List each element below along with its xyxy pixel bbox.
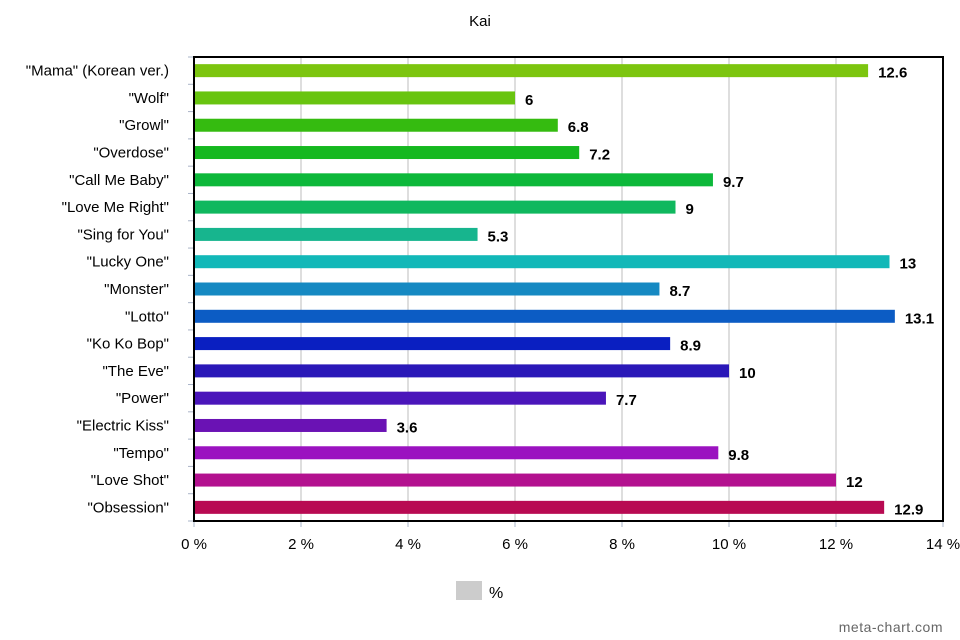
bar[interactable] bbox=[194, 118, 558, 132]
data-label: 12 bbox=[846, 474, 863, 491]
x-tick-label: 0 % bbox=[181, 536, 207, 553]
category-labels: "Mama" (Korean ver.) "Wolf" "Growl" "Overdo… bbox=[26, 56, 194, 522]
category-label: "Ko Ko Bop" bbox=[87, 336, 169, 353]
category-label: "Sing for You" bbox=[77, 226, 169, 243]
data-label: 7.7 bbox=[616, 392, 637, 409]
data-label: 8.7 bbox=[669, 283, 690, 300]
data-label: 13 bbox=[900, 256, 917, 273]
bar[interactable] bbox=[194, 146, 580, 160]
legend-label: % bbox=[489, 585, 503, 602]
category-label: "Obsession" bbox=[87, 499, 169, 516]
x-tick-label: 12 % bbox=[819, 536, 853, 553]
category-label: "Wolf" bbox=[129, 90, 169, 107]
x-tick-label: 2 % bbox=[288, 536, 314, 553]
category-label: "Lucky One" bbox=[87, 254, 169, 271]
x-tick-label: 6 % bbox=[502, 536, 528, 553]
data-label: 9.7 bbox=[723, 174, 744, 191]
category-label: "Tempo" bbox=[113, 445, 169, 462]
data-label: 6 bbox=[525, 92, 533, 109]
bar[interactable] bbox=[194, 200, 676, 214]
data-label: 8.9 bbox=[680, 338, 701, 355]
data-label: 10 bbox=[739, 365, 756, 382]
data-label: 7.2 bbox=[589, 147, 610, 164]
legend-swatch bbox=[456, 581, 482, 600]
x-tick-label: 10 % bbox=[712, 536, 746, 553]
category-label: "Love Shot" bbox=[91, 472, 169, 489]
bar[interactable] bbox=[194, 255, 890, 269]
category-label: "Overdose" bbox=[93, 145, 169, 162]
x-axis: 0 % 2 % 4 % 6 % 8 % 10 % 12 % 14 % bbox=[181, 521, 960, 553]
data-label: 13.1 bbox=[905, 310, 934, 327]
bar[interactable] bbox=[194, 91, 515, 105]
category-label: "Love Me Right" bbox=[62, 199, 169, 216]
x-tick-label: 8 % bbox=[609, 536, 635, 553]
bar[interactable] bbox=[194, 473, 836, 487]
category-label: "Lotto" bbox=[125, 308, 169, 325]
data-label: 9.8 bbox=[728, 447, 749, 464]
bar[interactable] bbox=[194, 500, 885, 514]
category-label: "Growl" bbox=[119, 117, 169, 134]
category-label: "The Eve" bbox=[102, 363, 169, 380]
category-label: "Electric Kiss" bbox=[77, 417, 169, 434]
data-label: 9 bbox=[686, 201, 694, 218]
watermark: meta-chart.com bbox=[839, 619, 943, 635]
data-label: 12.9 bbox=[894, 501, 923, 518]
bar[interactable] bbox=[194, 309, 895, 323]
bar[interactable] bbox=[194, 337, 671, 351]
bar[interactable] bbox=[194, 173, 713, 187]
bar[interactable] bbox=[194, 446, 719, 460]
data-label: 3.6 bbox=[397, 419, 418, 436]
x-tick-label: 4 % bbox=[395, 536, 421, 553]
plot-frame bbox=[193, 56, 944, 522]
x-tick-label: 14 % bbox=[926, 536, 960, 553]
bar[interactable] bbox=[194, 282, 660, 296]
chart-title: Kai bbox=[469, 13, 491, 30]
legend[interactable]: % bbox=[456, 581, 503, 602]
data-label: 5.3 bbox=[488, 228, 509, 245]
category-label: "Mama" (Korean ver.) bbox=[26, 63, 169, 80]
bar[interactable] bbox=[194, 391, 606, 405]
category-label: "Monster" bbox=[104, 281, 169, 298]
bar[interactable] bbox=[194, 364, 729, 378]
category-label: "Call Me Baby" bbox=[69, 172, 169, 189]
category-label: "Power" bbox=[116, 390, 169, 407]
bars bbox=[194, 64, 895, 514]
bar[interactable] bbox=[194, 227, 478, 241]
data-label: 12.6 bbox=[878, 65, 907, 82]
bar[interactable] bbox=[194, 418, 387, 432]
data-label: 6.8 bbox=[568, 119, 589, 136]
value-labels: 12.6 6 6.87.2 9.7 9 5.3 13 8.7 13.1 8.9 10 7.7 3.6 9.… bbox=[397, 65, 934, 519]
bar[interactable] bbox=[194, 64, 869, 78]
